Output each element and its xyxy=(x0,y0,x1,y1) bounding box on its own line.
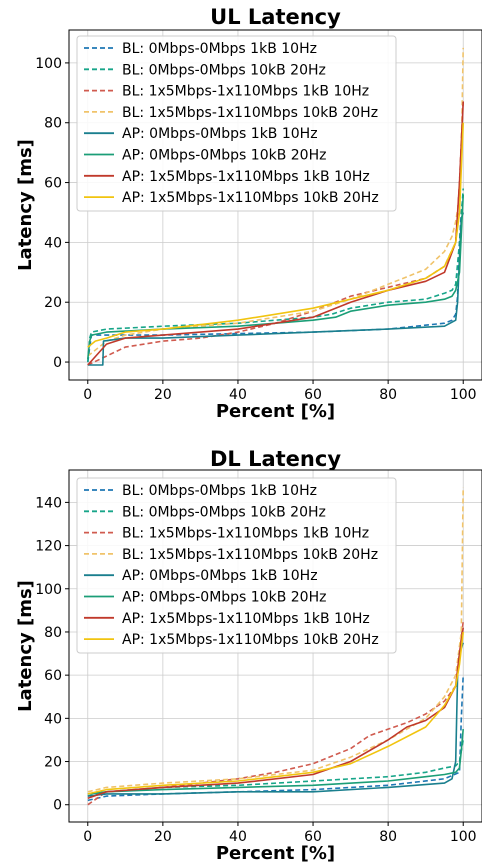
legend-box xyxy=(76,477,397,654)
legend-box xyxy=(76,35,397,212)
legend-label: AP: 0Mbps-0Mbps 1kB 10Hz xyxy=(122,126,318,142)
x-tick-label: 20 xyxy=(154,387,172,403)
legend-label: BL: 0Mbps-0Mbps 1kB 10Hz xyxy=(122,483,317,499)
y-tick-label: 20 xyxy=(44,755,62,771)
y-tick-label: 60 xyxy=(44,176,62,192)
ul-latency-chart: 0 20 40 60 80 100 0 20 40 60 80 100 BL: 0Mbps-0Mbps … xyxy=(15,5,482,422)
x-tick-label: 60 xyxy=(304,829,322,845)
legend-label: AP: 0Mbps-0Mbps 1kB 10Hz xyxy=(122,568,318,584)
legend-label: AP: 1x5Mbps-1x110Mbps 10kB 20Hz xyxy=(122,190,379,206)
y-tick-label: 80 xyxy=(44,625,62,641)
x-tick-label: 60 xyxy=(304,387,322,403)
y-axis-label: Latency [ms] xyxy=(15,139,36,271)
chart-title: DL Latency xyxy=(210,447,341,471)
y-tick-label: 100 xyxy=(35,56,62,72)
legend-label: BL: 0Mbps-0Mbps 10kB 20Hz xyxy=(122,62,326,78)
legend-label: AP: 1x5Mbps-1x110Mbps 1kB 10Hz xyxy=(122,611,370,627)
x-axis-label: Percent [%] xyxy=(216,843,335,863)
legend-label: AP: 0Mbps-0Mbps 10kB 20Hz xyxy=(122,148,326,164)
series-line-7 xyxy=(87,122,464,348)
legend-label: AP: 1x5Mbps-1x110Mbps 10kB 20Hz xyxy=(122,632,379,648)
x-tick-label: 0 xyxy=(83,829,92,845)
series-line-7 xyxy=(87,631,464,795)
legend-label: AP: 0Mbps-0Mbps 10kB 20Hz xyxy=(122,590,326,606)
series-line-3 xyxy=(87,487,464,793)
x-tick-label: 100 xyxy=(450,387,477,403)
y-tick-label: 80 xyxy=(44,116,62,132)
x-tick-label: 40 xyxy=(229,829,247,845)
y-tick-label: 100 xyxy=(35,582,62,598)
legend: BL: 0Mbps-0Mbps 1kB 10Hz BL: 0Mbps-0Mbps … xyxy=(76,477,397,654)
series-line-5 xyxy=(87,729,464,795)
y-axis-label: Latency [ms] xyxy=(15,580,36,712)
legend-label: BL: 1x5Mbps-1x110Mbps 1kB 10Hz xyxy=(122,84,369,100)
series-line-5 xyxy=(87,194,464,360)
dl-latency-chart: 0 20 40 60 80 100 0 20 40 60 80 100 120 140 BL: 0Mbps-… xyxy=(15,447,482,863)
legend-label: BL: 0Mbps-0Mbps 10kB 20Hz xyxy=(122,504,326,520)
y-tick-label: 140 xyxy=(35,495,62,511)
series-line-1 xyxy=(87,739,464,797)
legend-label: BL: 1x5Mbps-1x110Mbps 10kB 20Hz xyxy=(122,105,378,121)
x-tick-label: 40 xyxy=(229,387,247,403)
x-tick-label: 100 xyxy=(450,829,477,845)
legend-label: BL: 0Mbps-0Mbps 1kB 10Hz xyxy=(122,41,317,57)
plot-frame xyxy=(68,469,482,823)
y-tick-label: 20 xyxy=(44,295,62,311)
series-line-0 xyxy=(87,675,464,802)
y-tick-label: 40 xyxy=(44,711,62,727)
y-tick-label: 60 xyxy=(44,668,62,684)
chart-title: UL Latency xyxy=(210,5,341,29)
plot-frame xyxy=(68,29,482,381)
legend-label: BL: 1x5Mbps-1x110Mbps 10kB 20Hz xyxy=(122,547,378,563)
y-tick-label: 120 xyxy=(35,539,62,555)
legend-label: AP: 1x5Mbps-1x110Mbps 1kB 10Hz xyxy=(122,169,370,185)
legend-label: BL: 1x5Mbps-1x110Mbps 1kB 10Hz xyxy=(122,526,369,542)
series-line-4 xyxy=(87,212,464,366)
y-tick-label: 0 xyxy=(53,798,62,814)
x-tick-label: 80 xyxy=(379,387,397,403)
x-tick-label: 0 xyxy=(83,387,92,403)
x-tick-label: 80 xyxy=(379,829,397,845)
y-tick-label: 40 xyxy=(44,235,62,251)
series-line-1 xyxy=(87,188,464,363)
legend: BL: 0Mbps-0Mbps 1kB 10Hz BL: 0Mbps-0Mbps … xyxy=(76,35,397,212)
y-tick-label: 0 xyxy=(53,355,62,371)
x-axis-label: Percent [%] xyxy=(216,401,335,422)
x-tick-label: 20 xyxy=(154,829,172,845)
